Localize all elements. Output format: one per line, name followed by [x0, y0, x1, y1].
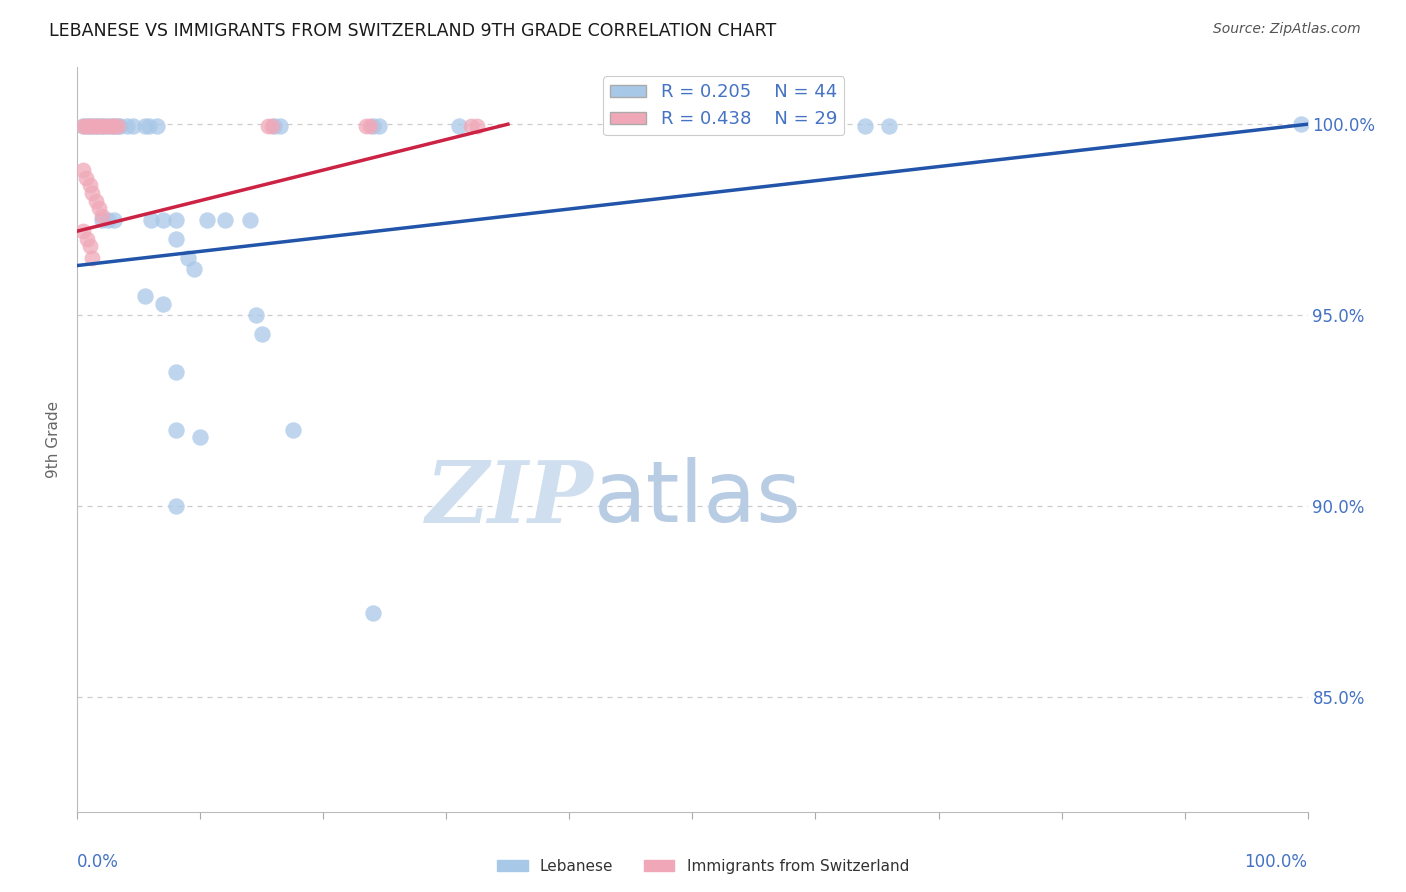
- Point: [77, 119, 100, 133]
- Point: [165, 499, 187, 513]
- Point: [190, 430, 212, 444]
- Point: [75, 119, 97, 133]
- Point: [177, 251, 200, 265]
- Point: [152, 212, 174, 227]
- Point: [82, 119, 104, 133]
- Point: [447, 119, 470, 133]
- Point: [79, 239, 101, 253]
- Point: [84, 194, 107, 208]
- Point: [356, 119, 378, 133]
- Text: LEBANESE VS IMMIGRANTS FROM SWITZERLAND 9TH GRADE CORRELATION CHART: LEBANESE VS IMMIGRANTS FROM SWITZERLAND …: [49, 22, 776, 40]
- Point: [84, 119, 107, 133]
- Point: [82, 186, 104, 200]
- Point: [107, 119, 129, 133]
- Text: atlas: atlas: [595, 458, 801, 541]
- Point: [263, 119, 285, 133]
- Point: [89, 119, 111, 133]
- Point: [214, 212, 236, 227]
- Point: [97, 119, 120, 133]
- Point: [101, 119, 124, 133]
- Point: [359, 119, 381, 133]
- Point: [183, 262, 205, 277]
- Point: [115, 119, 138, 133]
- Point: [82, 251, 104, 265]
- Point: [97, 119, 120, 133]
- Point: [239, 212, 262, 227]
- Point: [1291, 117, 1313, 131]
- Point: [367, 119, 389, 133]
- Point: [121, 119, 143, 133]
- Point: [250, 327, 273, 342]
- Point: [72, 119, 94, 133]
- Point: [853, 119, 876, 133]
- Point: [105, 119, 128, 133]
- Point: [165, 366, 187, 380]
- Point: [134, 289, 156, 303]
- Point: [76, 232, 98, 246]
- Point: [281, 423, 304, 437]
- Point: [72, 224, 94, 238]
- Point: [465, 119, 488, 133]
- Point: [72, 119, 94, 133]
- Point: [101, 119, 124, 133]
- Legend: Lebanese, Immigrants from Switzerland: Lebanese, Immigrants from Switzerland: [491, 853, 915, 880]
- Point: [89, 201, 111, 215]
- Point: [79, 119, 101, 133]
- Point: [75, 170, 97, 185]
- Point: [165, 423, 187, 437]
- Point: [93, 119, 115, 133]
- Point: [103, 119, 125, 133]
- Point: [90, 119, 114, 133]
- Point: [141, 212, 163, 227]
- Point: [361, 119, 384, 133]
- Legend: R = 0.205    N = 44, R = 0.438    N = 29: R = 0.205 N = 44, R = 0.438 N = 29: [603, 76, 845, 136]
- Point: [195, 212, 218, 227]
- Point: [257, 119, 280, 133]
- Point: [245, 308, 267, 322]
- Text: 0.0%: 0.0%: [77, 853, 120, 871]
- Point: [269, 119, 291, 133]
- Point: [361, 606, 384, 620]
- Point: [79, 178, 101, 193]
- Point: [82, 119, 104, 133]
- Point: [165, 232, 187, 246]
- Point: [97, 212, 120, 227]
- Point: [76, 119, 98, 133]
- Point: [103, 212, 125, 227]
- Point: [879, 119, 901, 133]
- Text: ZIP: ZIP: [426, 457, 595, 541]
- Point: [110, 119, 132, 133]
- Text: Source: ZipAtlas.com: Source: ZipAtlas.com: [1213, 22, 1361, 37]
- Point: [103, 119, 125, 133]
- Point: [90, 119, 112, 133]
- Point: [86, 119, 108, 133]
- Point: [90, 209, 114, 223]
- Point: [134, 119, 156, 133]
- Y-axis label: 9th Grade: 9th Grade: [46, 401, 62, 478]
- Text: 100.0%: 100.0%: [1244, 853, 1308, 871]
- Point: [72, 163, 94, 178]
- Point: [152, 296, 174, 310]
- Point: [93, 119, 115, 133]
- Point: [260, 119, 283, 133]
- Point: [90, 212, 114, 227]
- Point: [460, 119, 482, 133]
- Point: [83, 119, 105, 133]
- Point: [165, 212, 187, 227]
- Point: [146, 119, 169, 133]
- Point: [138, 119, 160, 133]
